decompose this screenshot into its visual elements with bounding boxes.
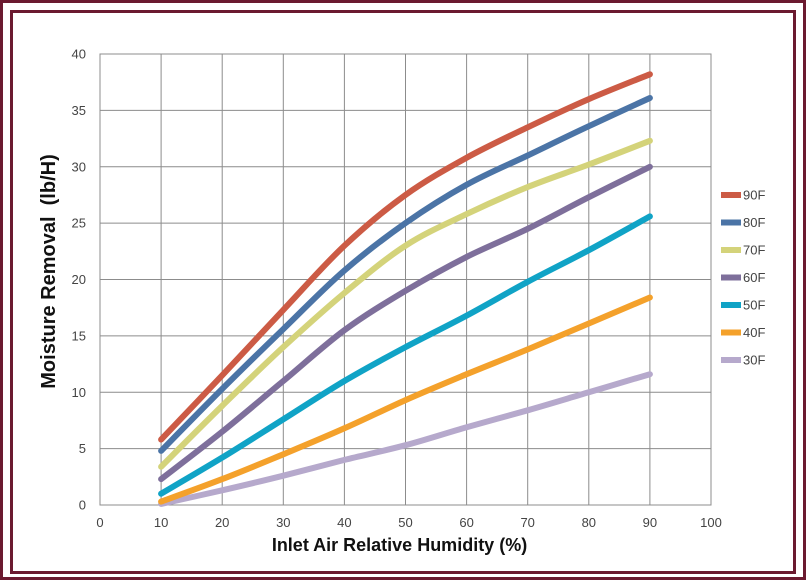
series-lines — [158, 71, 653, 507]
x-tick-label: 10 — [154, 515, 168, 530]
y-tick-label: 5 — [79, 441, 86, 456]
series-line-60f — [158, 163, 653, 483]
legend-label-70f: 70F — [743, 243, 765, 258]
series-line-80f — [158, 95, 653, 454]
x-tick-label: 80 — [582, 515, 596, 530]
x-tick-label: 70 — [520, 515, 534, 530]
legend-label-50f: 50F — [743, 298, 765, 313]
x-axis-title: Inlet Air Relative Humidity (%) — [272, 535, 527, 555]
y-axis-title: Moisture Removal (lb/H) — [38, 154, 60, 388]
y-tick-label: 35 — [72, 103, 86, 118]
y-tick-label: 0 — [79, 498, 86, 513]
legend-label-90f: 90F — [743, 188, 765, 203]
series-line-90f — [158, 71, 653, 443]
y-tick-label: 15 — [72, 328, 86, 343]
series-line-70f — [158, 137, 653, 470]
series-line-50f — [158, 213, 653, 497]
legend-label-60f: 60F — [743, 270, 765, 285]
x-tick-label: 20 — [215, 515, 229, 530]
x-tick-label: 30 — [276, 515, 290, 530]
y-tick-label: 10 — [72, 385, 86, 400]
x-tick-label: 0 — [96, 515, 103, 530]
y-tick-label: 30 — [72, 159, 86, 174]
series-line-30f — [158, 371, 653, 507]
x-tick-label: 100 — [700, 515, 722, 530]
axes: 0 10 20 30 40 50 60 70 80 90 100 0 5 10 15 20 25 30 35 40 — [72, 47, 722, 531]
x-tick-label: 90 — [643, 515, 657, 530]
y-tick-label: 25 — [72, 216, 86, 231]
y-tick-label: 40 — [72, 47, 86, 62]
series-line-40f — [158, 294, 653, 505]
legend-label-30f: 30F — [743, 353, 765, 368]
legend-label-80f: 80F — [743, 215, 765, 230]
x-tick-label: 60 — [459, 515, 473, 530]
legend: 90F 80F 70F 60F 50F 40F 30F — [721, 188, 765, 368]
legend-label-40f: 40F — [743, 325, 765, 340]
y-tick-label: 20 — [72, 272, 86, 287]
x-tick-label: 50 — [398, 515, 412, 530]
x-tick-label: 40 — [337, 515, 351, 530]
